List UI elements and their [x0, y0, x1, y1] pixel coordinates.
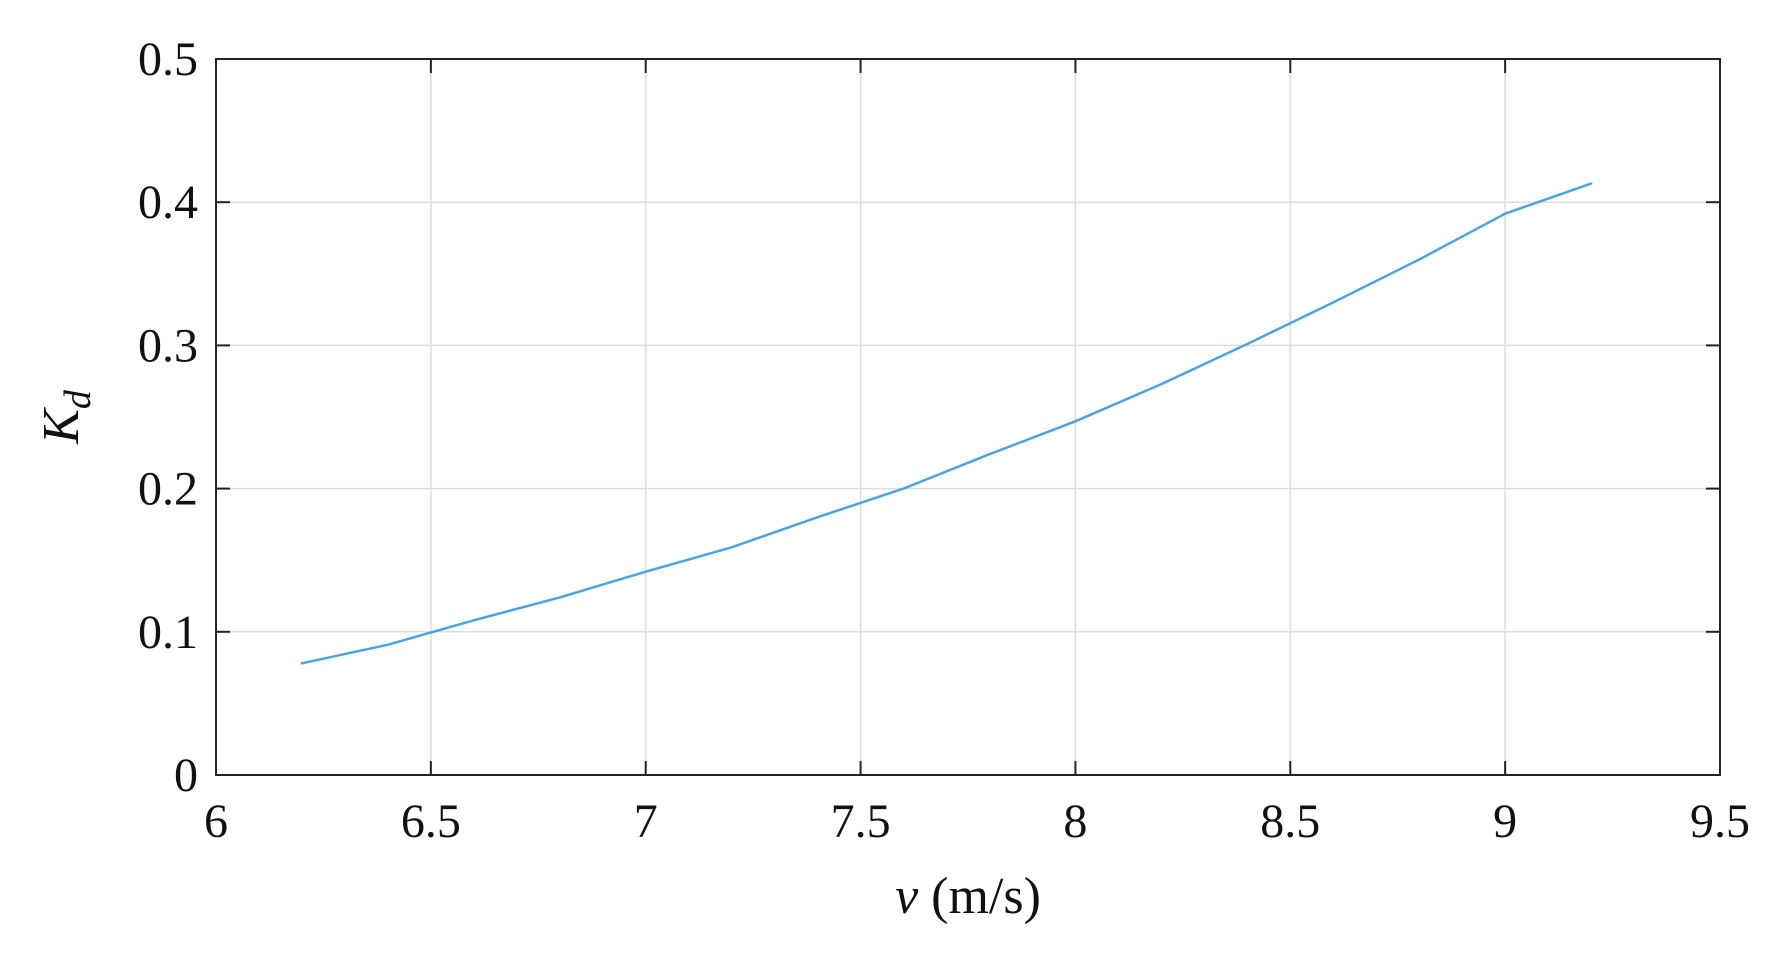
- x-tick-labels: 6 6.5 7 7.5 8 8.5 9 9.5: [204, 795, 1750, 848]
- tick-marks: [215, 58, 1721, 776]
- y-axis-label: Kd: [33, 389, 99, 445]
- x-tick-label: 6: [204, 795, 228, 848]
- plot-frame: [215, 58, 1721, 776]
- x-tick-label: 8.5: [1260, 795, 1320, 848]
- y-tick-label: 0.4: [138, 176, 198, 229]
- x-tick-label: 7: [634, 795, 658, 848]
- x-axis-unit: (m/s): [918, 868, 1041, 925]
- y-tick-label: 0: [174, 749, 198, 802]
- x-tick-label: 9: [1493, 795, 1517, 848]
- x-axis-symbol: v: [895, 868, 919, 925]
- x-tick-label: 8: [1063, 795, 1087, 848]
- data-series-line: [300, 182, 1593, 665]
- grid: [216, 59, 1720, 775]
- y-tick-label: 0.2: [138, 463, 198, 516]
- series-layer: [300, 182, 1593, 665]
- y-tick-label: 0.3: [138, 319, 198, 372]
- x-tick-label: 9.5: [1690, 795, 1750, 848]
- x-tick-label: 7.5: [831, 795, 891, 848]
- y-tick-labels: 0 0.1 0.2 0.3 0.4 0.5: [138, 33, 198, 802]
- y-axis-symbol: K: [33, 407, 90, 445]
- x-axis-label: v (m/s): [895, 868, 1041, 925]
- y-tick-label: 0.1: [138, 606, 198, 659]
- y-axis-subscript: d: [57, 389, 99, 409]
- x-tick-label: 6.5: [401, 795, 461, 848]
- y-tick-label: 0.5: [138, 33, 198, 86]
